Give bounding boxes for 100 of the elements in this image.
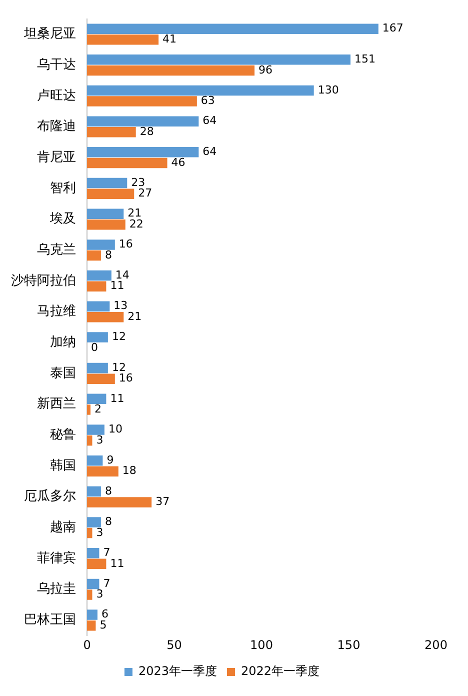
data-label: 167 [382,22,404,35]
bar [87,578,100,590]
bar [87,497,152,508]
data-label: 7 [103,576,110,590]
bar [87,96,197,106]
data-label: 3 [96,526,104,539]
bar [87,548,100,558]
legend-label: 2023年一季度 [138,664,218,678]
y-tick-label: 布隆迪 [37,119,76,134]
bar [87,158,168,168]
data-label: 12 [112,360,126,374]
x-tick-label: 200 [424,638,448,652]
bar [87,332,108,342]
data-label: 16 [118,372,133,385]
bar [87,65,255,76]
bar [87,455,103,466]
y-tick-label: 乌拉圭 [37,582,76,597]
bar [87,394,106,404]
bar [87,54,350,65]
data-label: 5 [100,618,107,632]
bar [87,127,136,138]
bar [87,116,199,126]
data-label: 11 [110,556,124,570]
bar [87,208,124,219]
bar [87,178,128,188]
bar [87,620,96,631]
bar [87,435,92,446]
data-label: 11 [110,279,124,292]
x-tick-label: 0 [83,638,91,652]
y-tick-label: 泰国 [50,366,76,381]
y-tick-label: 越南 [50,520,76,536]
data-label: 27 [138,186,152,200]
data-label: 23 [131,176,146,189]
x-tick-label: 100 [250,638,273,652]
bar [87,424,104,435]
bar [87,220,126,230]
bar [87,250,101,261]
y-tick-label: 韩国 [50,458,76,474]
y-tick-label: 坦桑尼亚 [23,26,76,42]
data-label: 22 [129,218,144,231]
y-tick-label: 卢旺达 [37,88,76,104]
bar [87,85,314,96]
legend-label: 2022年一季度 [241,664,320,678]
data-label: 9 [106,453,114,466]
data-label: 8 [104,515,112,528]
bar [87,188,134,199]
data-label: 21 [128,206,142,220]
bar [87,466,118,477]
data-label: 8 [104,484,112,498]
bar [87,312,124,322]
bar [87,374,115,384]
x-tick-label: 50 [166,638,182,652]
data-label: 12 [112,330,126,344]
data-label: 13 [114,299,128,312]
bar [87,528,92,538]
data-label: 2 [94,402,102,416]
y-tick-label: 秘鲁 [50,428,76,443]
y-tick-label: 乌克兰 [37,242,76,258]
data-label: 64 [202,145,217,158]
data-label: 130 [318,83,339,96]
data-label: 14 [115,268,130,282]
data-label: 46 [171,156,186,169]
y-tick-label: 加纳 [50,334,76,350]
bar [87,24,378,34]
y-tick-label: 新西兰 [37,396,76,412]
data-label: 11 [110,392,124,405]
y-tick-label: 沙特阿拉伯 [11,273,76,288]
data-label: 41 [162,32,177,46]
data-label: 28 [140,124,154,138]
bar [87,610,98,620]
bar [87,362,108,374]
bar [87,486,101,497]
bar [87,147,199,158]
y-tick-label: 智利 [50,180,76,196]
data-label: 37 [156,495,170,508]
bar [87,270,112,281]
y-tick-label: 乌干达 [37,57,76,72]
data-label: 63 [200,94,215,108]
bar [87,301,110,312]
data-label: 8 [104,248,112,262]
y-tick-label: 巴林王国 [24,612,76,628]
bar [87,558,106,570]
bar [87,404,90,415]
data-label: 96 [258,63,273,76]
y-tick-label: 埃及 [49,212,76,227]
bar [87,34,159,45]
data-label: 6 [101,608,108,621]
data-label: 0 [91,340,98,354]
bar [87,517,101,528]
bar [87,281,106,292]
data-label: 10 [108,422,122,436]
data-label: 64 [202,114,217,128]
y-tick-label: 肯尼亚 [37,150,76,165]
data-label: 3 [96,433,104,446]
data-label: 16 [118,238,133,251]
data-label: 3 [96,588,104,601]
y-tick-label: 马拉维 [37,304,76,320]
data-label: 151 [354,52,376,66]
x-tick-label: 150 [337,638,360,652]
bar [87,240,115,250]
